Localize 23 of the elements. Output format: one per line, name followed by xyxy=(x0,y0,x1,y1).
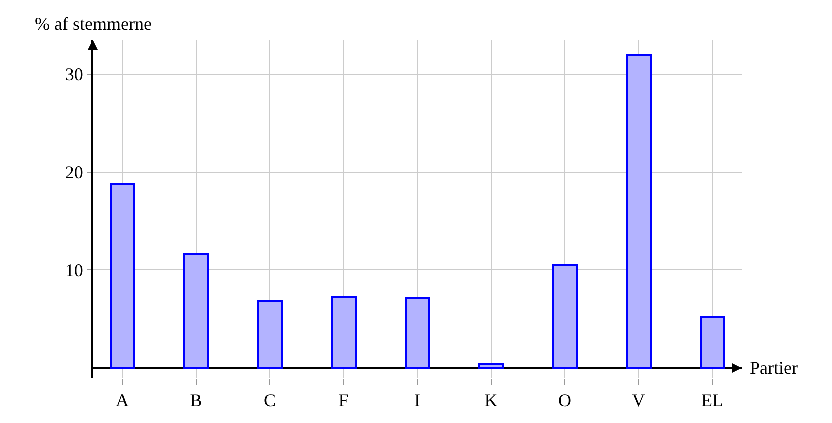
x-tick-label: C xyxy=(264,390,276,411)
bar xyxy=(700,316,725,369)
x-tick-label: V xyxy=(632,390,646,411)
x-tick-label: O xyxy=(558,390,572,411)
x-tick-label: A xyxy=(116,390,129,411)
bar xyxy=(331,296,357,369)
x-tick-label: I xyxy=(414,390,420,411)
x-tick-label: EL xyxy=(702,390,724,411)
bar xyxy=(626,54,652,369)
bar xyxy=(257,300,283,369)
bar xyxy=(552,264,578,369)
y-tick-label: 30 xyxy=(65,64,84,85)
x-axis-title: Partier xyxy=(750,358,798,378)
x-tick-label: F xyxy=(338,390,349,411)
y-tick-label: 10 xyxy=(65,260,84,281)
bar xyxy=(405,297,430,369)
x-tick-label: K xyxy=(484,390,498,411)
bar xyxy=(183,253,209,369)
bar xyxy=(110,183,135,369)
y-axis-title: % af stemmerne xyxy=(35,14,152,34)
y-tick-label: 20 xyxy=(65,162,84,183)
x-tick-label: B xyxy=(190,390,202,411)
bar xyxy=(478,363,504,369)
